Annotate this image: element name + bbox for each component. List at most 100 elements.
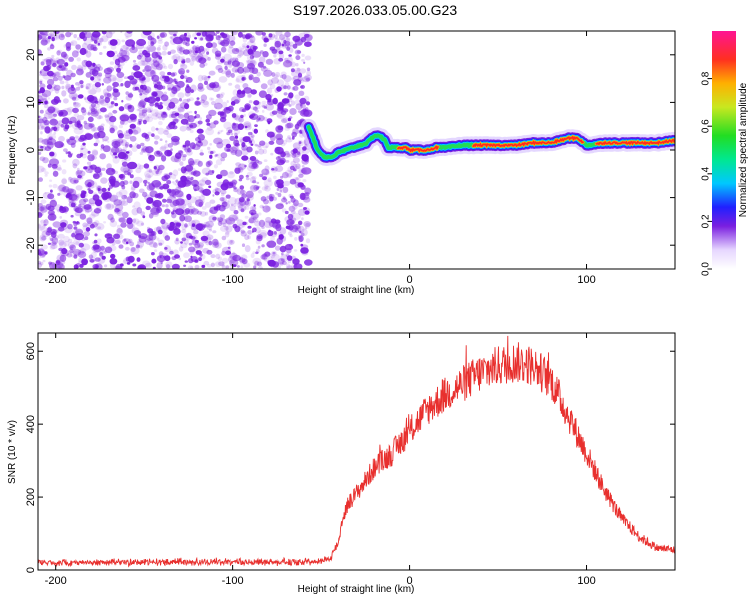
noise-dot	[137, 264, 147, 269]
noise-dot	[294, 123, 300, 130]
noise-dot	[194, 37, 198, 40]
noise-dot	[115, 239, 121, 244]
noise-dot	[293, 199, 299, 207]
noise-dot	[92, 62, 96, 67]
noise-dot	[198, 187, 204, 193]
noise-dot	[85, 60, 93, 68]
noise-dot	[131, 71, 135, 76]
noise-dot	[191, 239, 199, 246]
noise-dot	[61, 247, 68, 255]
noise-dot	[292, 225, 299, 232]
noise-dot	[256, 181, 260, 185]
snr-x-label: Height of straight line (km)	[298, 584, 415, 595]
noise-dot	[198, 195, 206, 201]
noise-dot	[94, 109, 99, 114]
noise-dot	[294, 67, 301, 74]
noise-dot	[146, 108, 152, 114]
noise-dot	[213, 120, 219, 125]
noise-dot	[46, 138, 57, 146]
noise-dot	[133, 176, 143, 184]
noise-dot	[167, 87, 173, 91]
noise-dot	[129, 135, 137, 142]
noise-dot	[116, 71, 125, 78]
noise-dot	[264, 165, 270, 172]
noise-dot	[52, 170, 59, 177]
noise-dot	[65, 85, 71, 92]
noise-dot	[159, 32, 168, 38]
noise-dot	[237, 201, 244, 209]
noise-dot	[38, 248, 45, 256]
noise-dot	[220, 58, 225, 63]
noise-dot	[255, 186, 260, 190]
noise-dot	[138, 110, 144, 116]
noise-dot	[206, 122, 211, 126]
noise-dot	[248, 75, 253, 81]
noise-dot	[287, 154, 292, 158]
noise-dot	[242, 221, 247, 226]
noise-dot	[277, 258, 285, 265]
noise-dot	[247, 124, 250, 128]
noise-dot	[151, 230, 156, 236]
noise-dot	[197, 86, 205, 92]
noise-dot	[285, 35, 289, 39]
noise-dot	[271, 33, 276, 38]
noise-dot	[117, 64, 121, 68]
noise-dot	[244, 215, 249, 219]
noise-dot	[120, 266, 124, 269]
noise-dot	[266, 131, 275, 138]
noise-dot	[189, 235, 193, 239]
noise-dot	[280, 151, 291, 159]
noise-dot	[287, 224, 294, 231]
noise-dot	[241, 76, 247, 81]
noise-dot	[261, 226, 265, 229]
noise-dot	[61, 90, 67, 97]
noise-dot	[265, 129, 269, 134]
noise-dot	[159, 71, 166, 76]
noise-dot	[247, 62, 255, 70]
noise-dot	[291, 152, 297, 158]
noise-dot	[248, 100, 253, 104]
noise-dot	[274, 43, 281, 51]
noise-dot	[186, 98, 191, 102]
noise-dot	[245, 194, 254, 201]
noise-dot	[164, 208, 171, 215]
noise-dot	[49, 135, 54, 140]
noise-dot	[163, 91, 167, 95]
noise-dot	[68, 241, 76, 249]
noise-dot	[241, 193, 248, 198]
noise-dot	[145, 116, 153, 123]
noise-dot	[207, 264, 212, 268]
noise-dot	[205, 47, 210, 52]
noise-dot	[294, 94, 301, 100]
noise-dot	[305, 238, 311, 244]
noise-dot	[284, 169, 294, 177]
noise-dot	[95, 115, 97, 118]
noise-dot	[253, 204, 256, 207]
noise-dot	[176, 56, 183, 62]
noise-dot	[205, 127, 215, 136]
noise-dot	[86, 43, 94, 51]
noise-dot	[196, 128, 204, 134]
noise-dot	[263, 106, 268, 109]
noise-dot	[197, 223, 206, 231]
noise-dot	[205, 161, 211, 168]
noise-dot	[215, 187, 222, 194]
noise-dot	[75, 221, 81, 225]
noise-dot	[191, 179, 199, 187]
noise-dot	[144, 65, 152, 72]
noise-dot	[151, 113, 160, 120]
noise-dot	[148, 108, 152, 113]
noise-dot	[100, 107, 107, 113]
noise-dot	[131, 81, 137, 86]
noise-dot	[148, 169, 153, 173]
noise-dot	[254, 143, 258, 147]
noise-dot	[67, 153, 73, 158]
noise-dot	[99, 99, 109, 106]
noise-dot	[110, 43, 114, 46]
noise-dot	[44, 218, 49, 224]
noise-dot	[106, 118, 112, 124]
x-tick-label: -200	[45, 575, 67, 587]
noise-dot	[195, 137, 201, 142]
noise-dot	[215, 216, 219, 220]
noise-dot	[50, 118, 57, 124]
